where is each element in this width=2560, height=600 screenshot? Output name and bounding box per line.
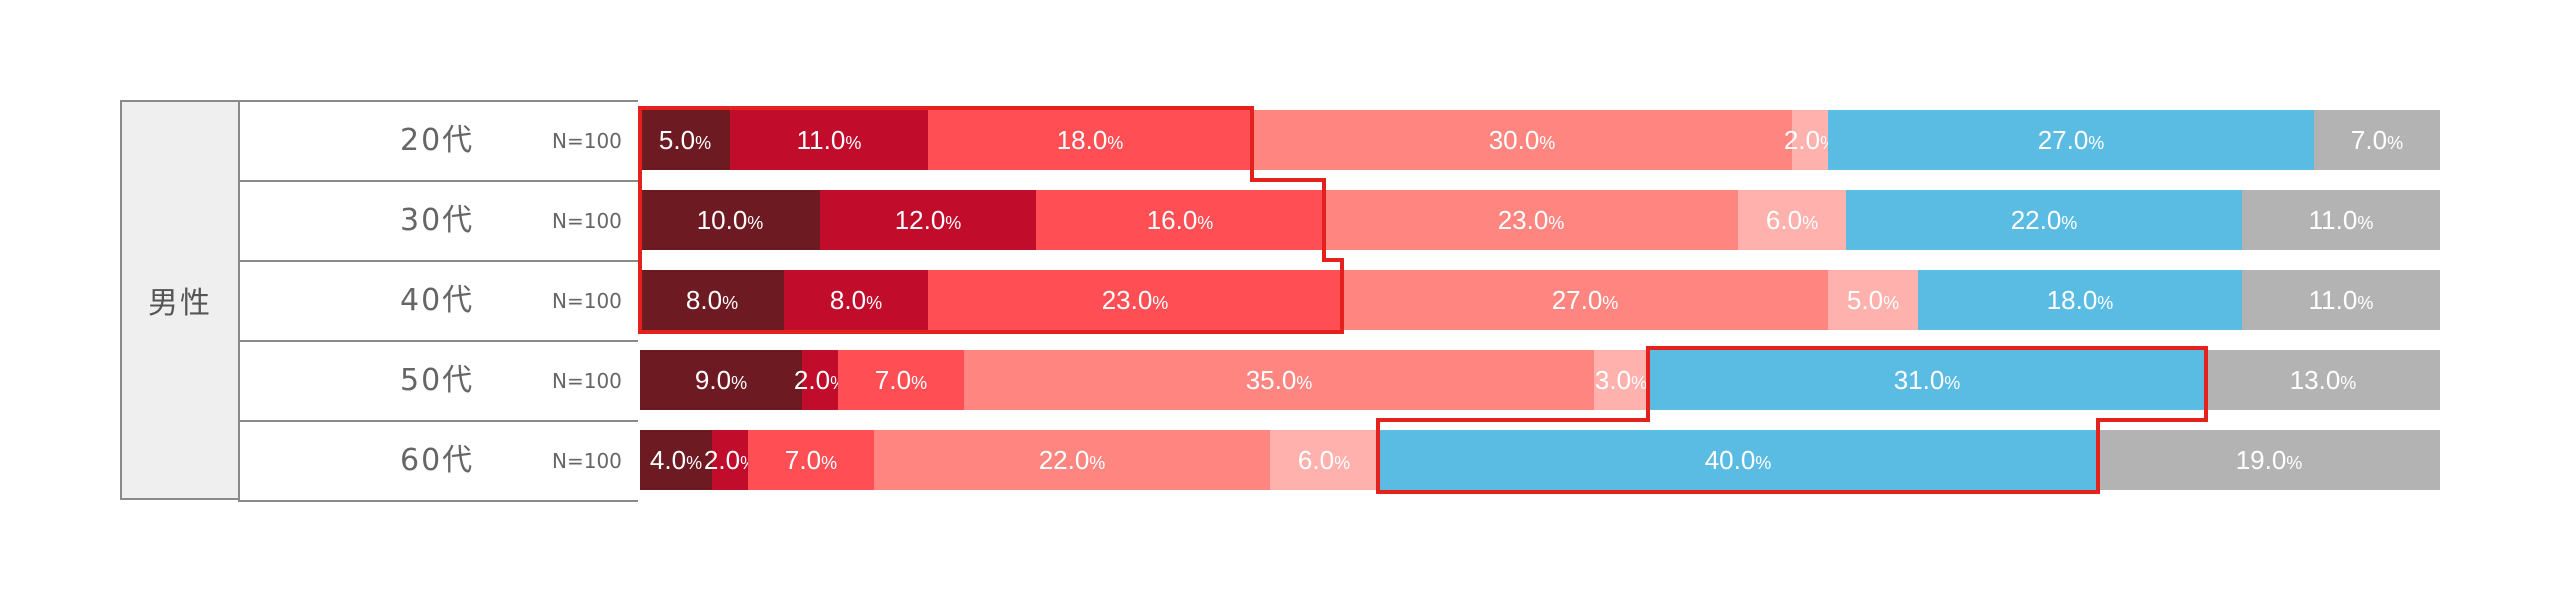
- row-header: 60代 N=100: [238, 420, 638, 502]
- bar-segment: [2242, 190, 2440, 250]
- highlight-outline: [1376, 346, 2208, 494]
- bar-segment: [640, 350, 802, 410]
- bar-segment: [964, 350, 1594, 410]
- row-header: 30代 N=100: [238, 180, 638, 260]
- data-label: 18.0%: [1057, 125, 1124, 155]
- bar-segment: [1378, 430, 2098, 490]
- data-label: 8.0%: [686, 285, 738, 315]
- bar-segment: [820, 190, 1036, 250]
- sample-size: N=100: [552, 129, 622, 153]
- row-label: 40代: [400, 283, 475, 318]
- data-label: 7.0%: [785, 445, 837, 475]
- bar-segment: [1252, 110, 1792, 170]
- bar-segment: [1918, 270, 2242, 330]
- data-label: 23.0%: [1102, 285, 1169, 315]
- sample-size: N=100: [552, 289, 622, 313]
- row-label: 20代: [400, 123, 475, 158]
- bar-segment: [640, 270, 784, 330]
- data-label: 13.0%: [2290, 365, 2357, 395]
- data-label: 6.0%: [1298, 445, 1350, 475]
- row-header: 40代 N=100: [238, 260, 638, 340]
- data-label: 6.0%: [1766, 205, 1818, 235]
- bar-segment: [1792, 110, 1828, 170]
- data-label: 16.0%: [1147, 205, 1214, 235]
- bar-segment: [2242, 270, 2440, 330]
- data-label: 27.0%: [2038, 125, 2105, 155]
- data-label: 8.0%: [830, 285, 882, 315]
- bar-segment: [1846, 190, 2242, 250]
- data-label: 11.0%: [797, 125, 862, 155]
- bar-segment: [730, 110, 928, 170]
- row-label: 30代: [400, 203, 475, 238]
- bar-segment: [928, 270, 1342, 330]
- bar-segment: [2314, 110, 2440, 170]
- bar-segment: [748, 430, 874, 490]
- data-label: 4.0%: [650, 445, 702, 475]
- bar-segment: [1828, 110, 2314, 170]
- row-header: 50代 N=100: [238, 340, 638, 420]
- data-label: 19.0%: [2236, 445, 2303, 475]
- sample-size: N=100: [552, 369, 622, 393]
- data-label: 30.0%: [1489, 125, 1556, 155]
- bar-segment: [640, 430, 712, 490]
- bar-segment: [1738, 190, 1846, 250]
- data-label: 10.0%: [697, 205, 764, 235]
- bar-segment: [1036, 190, 1324, 250]
- bar-segment: [640, 110, 730, 170]
- data-label: 23.0%: [1498, 205, 1565, 235]
- data-label: 22.0%: [1039, 445, 1106, 475]
- bar-segment: [874, 430, 1270, 490]
- bar-segment: [784, 270, 928, 330]
- data-label: 5.0%: [1847, 285, 1899, 315]
- data-label: 12.0%: [895, 205, 962, 235]
- data-label: 11.0%: [2309, 205, 2374, 235]
- bar-segment: [712, 430, 748, 490]
- bar-segment: [1828, 270, 1918, 330]
- bar-segment: [1594, 350, 1648, 410]
- data-label: 11.0%: [2309, 285, 2374, 315]
- bar-segment: [928, 110, 1252, 170]
- data-label: 18.0%: [2047, 285, 2114, 315]
- bar-segment: [640, 190, 820, 250]
- bar-segment: [1648, 350, 2206, 410]
- data-label: 7.0%: [875, 365, 927, 395]
- bar-segment: [2098, 430, 2440, 490]
- sample-size: N=100: [552, 209, 622, 233]
- bar-segment: [1342, 270, 1828, 330]
- bar-segment: [1270, 430, 1378, 490]
- data-label: 3.0%: [1595, 365, 1647, 395]
- row-label: 60代: [400, 443, 475, 478]
- sample-size: N=100: [552, 449, 622, 473]
- row-header: 20代 N=100: [238, 100, 638, 180]
- data-label: 40.0%: [1705, 445, 1772, 475]
- bar-segment: [2206, 350, 2440, 410]
- bar-segment: [1324, 190, 1738, 250]
- data-label: 31.0%: [1894, 365, 1961, 395]
- data-label: 35.0%: [1246, 365, 1313, 395]
- bar-segment: [802, 350, 838, 410]
- row-label: 50代: [400, 363, 475, 398]
- data-label: 27.0%: [1552, 285, 1619, 315]
- group-label: 男性: [120, 100, 238, 500]
- data-label: 5.0%: [659, 125, 711, 155]
- highlight-outline: [638, 106, 1344, 334]
- data-label: 9.0%: [695, 365, 747, 395]
- data-label: 22.0%: [2011, 205, 2078, 235]
- data-label: 7.0%: [2351, 125, 2403, 155]
- bar-segment: [838, 350, 964, 410]
